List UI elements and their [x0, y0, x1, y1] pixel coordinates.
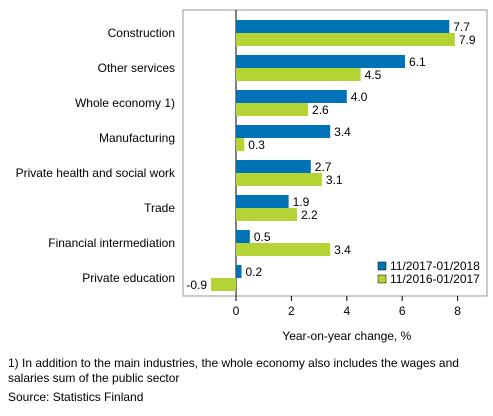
- data-label: 0.5: [254, 230, 271, 244]
- category-label: Private health and social work: [16, 166, 176, 180]
- bar: [236, 103, 309, 116]
- data-label: 4.0: [351, 90, 368, 104]
- data-label: 3.4: [334, 125, 351, 139]
- category-label: Private education: [82, 271, 175, 285]
- bar: [236, 20, 450, 33]
- data-label: 7.9: [459, 33, 476, 47]
- data-label: 2.2: [301, 208, 318, 222]
- bar: [236, 68, 361, 81]
- legend-label: 11/2017-01/2018: [390, 259, 480, 273]
- data-label: 0.3: [248, 138, 265, 152]
- category-label: Manufacturing: [99, 131, 175, 145]
- bar: [236, 173, 322, 186]
- category-label: Financial intermediation: [48, 236, 175, 250]
- bar: [236, 55, 405, 68]
- category-label: Other services: [98, 61, 175, 75]
- data-label: 2.7: [315, 160, 332, 174]
- data-label: 3.1: [326, 173, 343, 187]
- category-label: Construction: [108, 26, 175, 40]
- bar-chart: 0 2 4 6 8 Year-on-year change, % Construction 7…: [16, 9, 488, 343]
- bar: [236, 195, 289, 208]
- category-label: Whole economy 1): [75, 96, 175, 110]
- x-tick-label: 2: [288, 304, 295, 318]
- bar: [236, 138, 245, 151]
- data-label: 1.9: [293, 195, 310, 209]
- legend-swatch: [377, 274, 387, 284]
- bar: [236, 33, 455, 46]
- bar: [236, 265, 242, 278]
- x-tick-label: 0: [233, 304, 240, 318]
- bar: [236, 125, 331, 138]
- x-tick-label: 8: [454, 304, 461, 318]
- x-tick-label: 6: [399, 304, 406, 318]
- bar: [236, 230, 250, 243]
- bar: [236, 90, 347, 103]
- source-note: Source: Statistics Finland: [8, 390, 144, 404]
- data-label: 7.7: [453, 20, 470, 34]
- x-axis-label: Year-on-year change, %: [282, 329, 411, 343]
- data-label: 2.6: [312, 103, 329, 117]
- data-label: 3.4: [334, 243, 351, 257]
- data-label: 0.2: [246, 265, 263, 279]
- bar: [236, 208, 297, 221]
- bar: [236, 243, 331, 256]
- category-label: Trade: [144, 201, 175, 215]
- legend-label: 11/2016-01/2017: [390, 272, 480, 286]
- data-label: -0.9: [186, 278, 207, 292]
- footnote: 1) In addition to the main industries, t…: [8, 356, 459, 385]
- bar: [211, 278, 236, 291]
- plot-frame: [182, 9, 488, 297]
- bar: [236, 160, 311, 173]
- x-tick-label: 4: [343, 304, 350, 318]
- plot-area: 0 2 4 6 8 Year-on-year change, % Construction 7…: [16, 9, 488, 343]
- legend-swatch: [377, 261, 387, 271]
- data-label: 4.5: [365, 68, 382, 82]
- data-label: 6.1: [409, 55, 426, 69]
